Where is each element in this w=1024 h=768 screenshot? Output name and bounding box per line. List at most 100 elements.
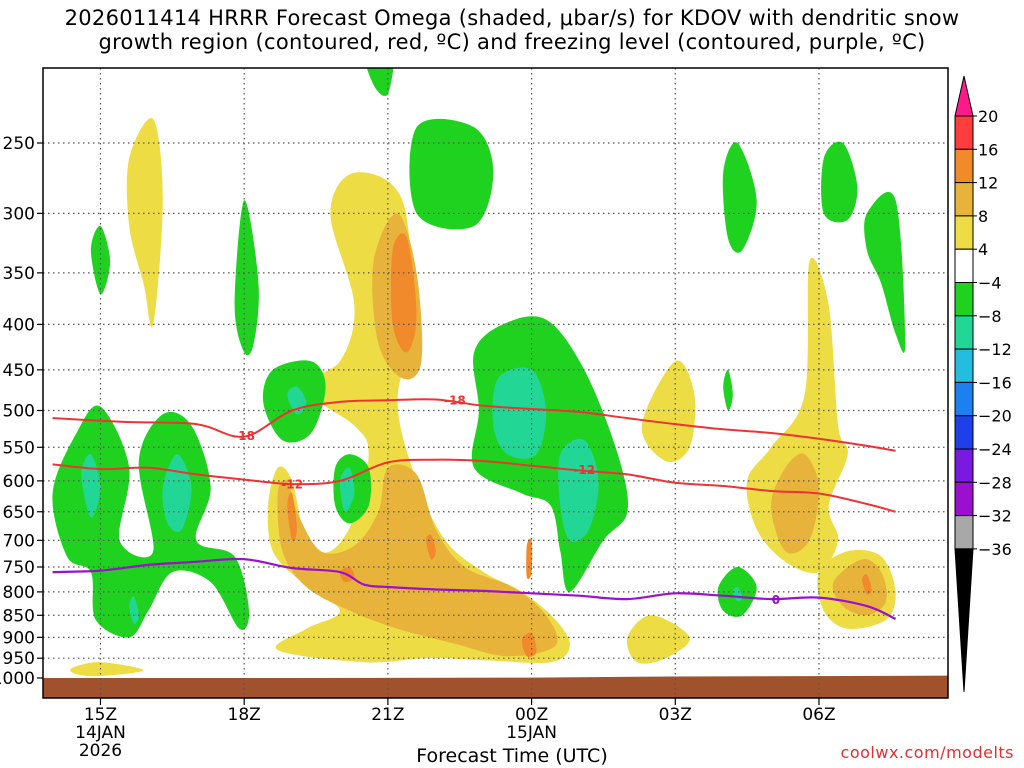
contour-label-freezing: 0 [772,593,780,607]
blob-teal-left-3 [129,596,139,625]
blob-yellow-right-1 [641,360,696,463]
title-line-2: growth region (contoured, red, ºC) and f… [98,30,926,54]
colorbar-label-8: −16 [978,373,1012,392]
blob-teal-20z [339,467,355,513]
y-tick-label-250: 250 [3,134,35,154]
plot-frame [42,67,949,699]
y-axis: 2503003504004505005506006507007508008509… [0,134,43,689]
colorbar-bottom-arrow [954,548,974,693]
y-tick-label-500: 500 [3,402,35,422]
colorbar-top-arrow [954,75,974,117]
y-tick-label-400: 400 [3,315,35,335]
y-tick-label-600: 600 [3,472,35,492]
y-tick-label-950: 950 [3,649,35,669]
colorbar-seg-3 [954,182,974,217]
blob-green-22z [409,118,494,230]
x-tick-date-15Z: 14JAN [75,723,126,743]
blob-gold-right-3 [771,453,820,554]
contour-label-minus12-a: -12 [281,477,303,491]
y-tick-label-650: 650 [3,503,35,523]
blob-orange-1 [287,492,297,542]
contour-freezing-0 [52,557,897,620]
colorbar-seg-4 [954,215,974,250]
credit-text: coolwx.com/modelts [840,743,1014,762]
y-tick-label-1000: 1000 [0,669,35,689]
colorbar-label-4: 4 [978,240,988,259]
y-tick-label-450: 450 [3,361,35,381]
blob-teal-00z [492,367,547,459]
colorbar-label-10: −24 [978,440,1012,459]
colorbar-label-2: 12 [978,174,998,193]
colorbar-label-11: −28 [978,473,1012,492]
blob-yellow-top-left [126,118,163,328]
x-tick-year-15Z: 2026 [79,741,122,761]
colorbar-label-13: −36 [978,540,1012,559]
colorbar-seg-7 [954,315,974,350]
contour-label-minus12-b: -12 [573,463,595,477]
colorbar-label-0: 20 [978,107,998,126]
grid-lines [43,68,948,698]
colorbar-label-3: 8 [978,207,988,226]
colorbar-seg-1 [954,115,974,150]
colorbar-label-9: −20 [978,407,1012,426]
blob-orange-4 [526,538,533,580]
colorbar-label-5: −4 [978,274,1002,293]
blob-teal-01z [558,438,599,542]
colorbar-label-1: 16 [978,140,998,159]
colorbar: 20 16 12 8 4 −4 −8 −12 −16 −20 −24 −28 −32 −36 [954,75,1012,693]
colorbar-seg-12 [954,481,974,517]
x-tick-label-00Z: 00Z [515,705,548,725]
chart-title: 2026011414 HRRR Forecast Omega (shaded, … [0,6,1024,54]
blob-yellow-bottom-left [70,662,144,677]
blob-teal-left-1 [81,453,101,518]
blob-orange-upper [390,233,417,353]
contour-label-minus18-b: -18 [444,394,466,408]
colorbar-seg-5 [954,248,974,283]
y-tick-label-750: 750 [3,558,35,578]
colorbar-label-6: −8 [978,307,1002,326]
x-tick-label-06Z: 06Z [802,705,835,725]
blob-green-upper-left [90,225,111,295]
blob-orange-5 [521,632,537,657]
y-tick-label-850: 850 [3,606,35,626]
colorbar-seg-10 [954,415,974,450]
y-tick-label-900: 900 [3,628,35,648]
blob-green-left [52,405,250,638]
blob-green-right-edge [864,191,906,353]
colorbar-seg-6 [954,282,974,317]
contour-minus18 [52,398,896,452]
blob-green-18z [234,200,259,356]
y-tick-label-350: 350 [3,264,35,284]
x-axis-label: Forecast Time (UTC) [416,745,608,767]
x-tick-label-03Z: 03Z [659,705,692,725]
colorbar-seg-11 [954,448,974,483]
title-line-1: 2026011414 HRRR Forecast Omega (shaded, … [64,6,960,30]
x-tick-label-15Z: 15Z [84,705,117,725]
y-tick-label-700: 700 [3,531,35,551]
x-tick-date-00Z: 15JAN [506,723,557,743]
x-tick-label-21Z: 21Z [371,705,404,725]
contour-minus12 [52,458,896,513]
blob-yellow-right-2 [626,615,690,664]
blob-green-06z [821,141,858,223]
blob-green-04z-small [723,369,733,411]
blob-green-00z [471,316,629,592]
x-tick-label-18Z: 18Z [228,705,261,725]
contour-label-minus18-a: -18 [233,429,255,443]
blob-green-03z [722,142,757,253]
surface-ground [43,675,948,698]
y-tick-label-550: 550 [3,438,35,458]
blob-gold-middle [277,464,558,657]
y-tick-label-300: 300 [3,204,35,224]
y-tick-label-800: 800 [3,583,35,603]
blob-orange-right-4 [862,574,872,595]
colorbar-seg-8 [954,348,974,383]
colorbar-label-7: −12 [978,340,1012,359]
blob-green-top-21z [366,68,394,97]
colorbar-seg-9 [954,381,974,417]
colorbar-seg-13 [954,515,974,550]
temperature-contours: -18 -18 -12 -12 0 [52,394,897,620]
colorbar-label-12: −32 [978,507,1012,526]
